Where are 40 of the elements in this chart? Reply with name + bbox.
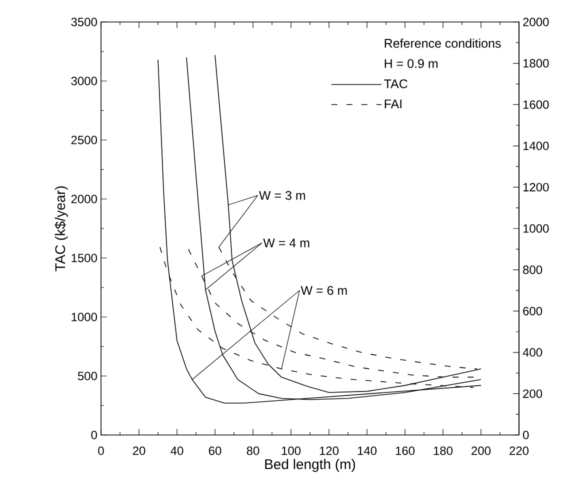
y-tick-label: 3000 bbox=[71, 76, 97, 86]
y-tick-label: 3500 bbox=[71, 18, 97, 26]
y2-tick-label: 1000 bbox=[523, 224, 549, 233]
x-tick-label: 80 bbox=[246, 446, 260, 456]
y2-tick-label: 200 bbox=[523, 389, 542, 398]
y2-tick-label: 0 bbox=[523, 430, 529, 440]
legend-title: Reference conditions bbox=[384, 38, 501, 48]
x-tick-label: 220 bbox=[510, 446, 529, 456]
x-tick-label: 20 bbox=[132, 446, 146, 456]
annotation: H = 0.9 m bbox=[384, 59, 438, 68]
x-tick-label: 120 bbox=[320, 446, 339, 456]
x-axis-title: Bed length (m) bbox=[265, 458, 356, 472]
x-tick-label: 40 bbox=[170, 446, 184, 456]
y2-tick-label: 600 bbox=[523, 306, 542, 316]
y-tick-label: 500 bbox=[78, 372, 98, 380]
x-tick-label: 180 bbox=[434, 446, 453, 456]
x-tick-label: 60 bbox=[208, 446, 222, 456]
y-tick-label: 2000 bbox=[71, 194, 97, 204]
y-axis-title: TAC (k$/year) bbox=[54, 186, 68, 272]
y-tick-label: 2500 bbox=[71, 136, 97, 144]
x-tick-label: 140 bbox=[358, 446, 377, 456]
annotation: W = 4 m bbox=[263, 238, 310, 248]
y-tick-label: 1500 bbox=[72, 254, 97, 262]
y2-tick-label: 1200 bbox=[523, 182, 549, 192]
annotation: W = 6 m bbox=[300, 286, 347, 295]
y2-tick-label: 400 bbox=[522, 348, 542, 357]
y2-tick-label: 1600 bbox=[523, 100, 549, 109]
annotation: W = 3 m bbox=[259, 191, 305, 200]
y2-tick-label: 1800 bbox=[523, 59, 549, 68]
y-tick-label: 0 bbox=[91, 430, 98, 440]
y2-tick-label: 800 bbox=[523, 266, 542, 274]
y-tick-label: 1000 bbox=[72, 312, 97, 322]
y2-tick-label: 2000 bbox=[523, 18, 549, 26]
x-tick-label: 200 bbox=[472, 446, 491, 456]
legend-label: TAC bbox=[384, 79, 408, 88]
y2-tick-label: 1400 bbox=[523, 142, 549, 150]
x-tick-label: 0 bbox=[98, 446, 104, 456]
x-tick-label: 100 bbox=[282, 446, 301, 456]
legend-label: FAI bbox=[384, 100, 402, 108]
x-tick-label: 160 bbox=[396, 446, 415, 456]
